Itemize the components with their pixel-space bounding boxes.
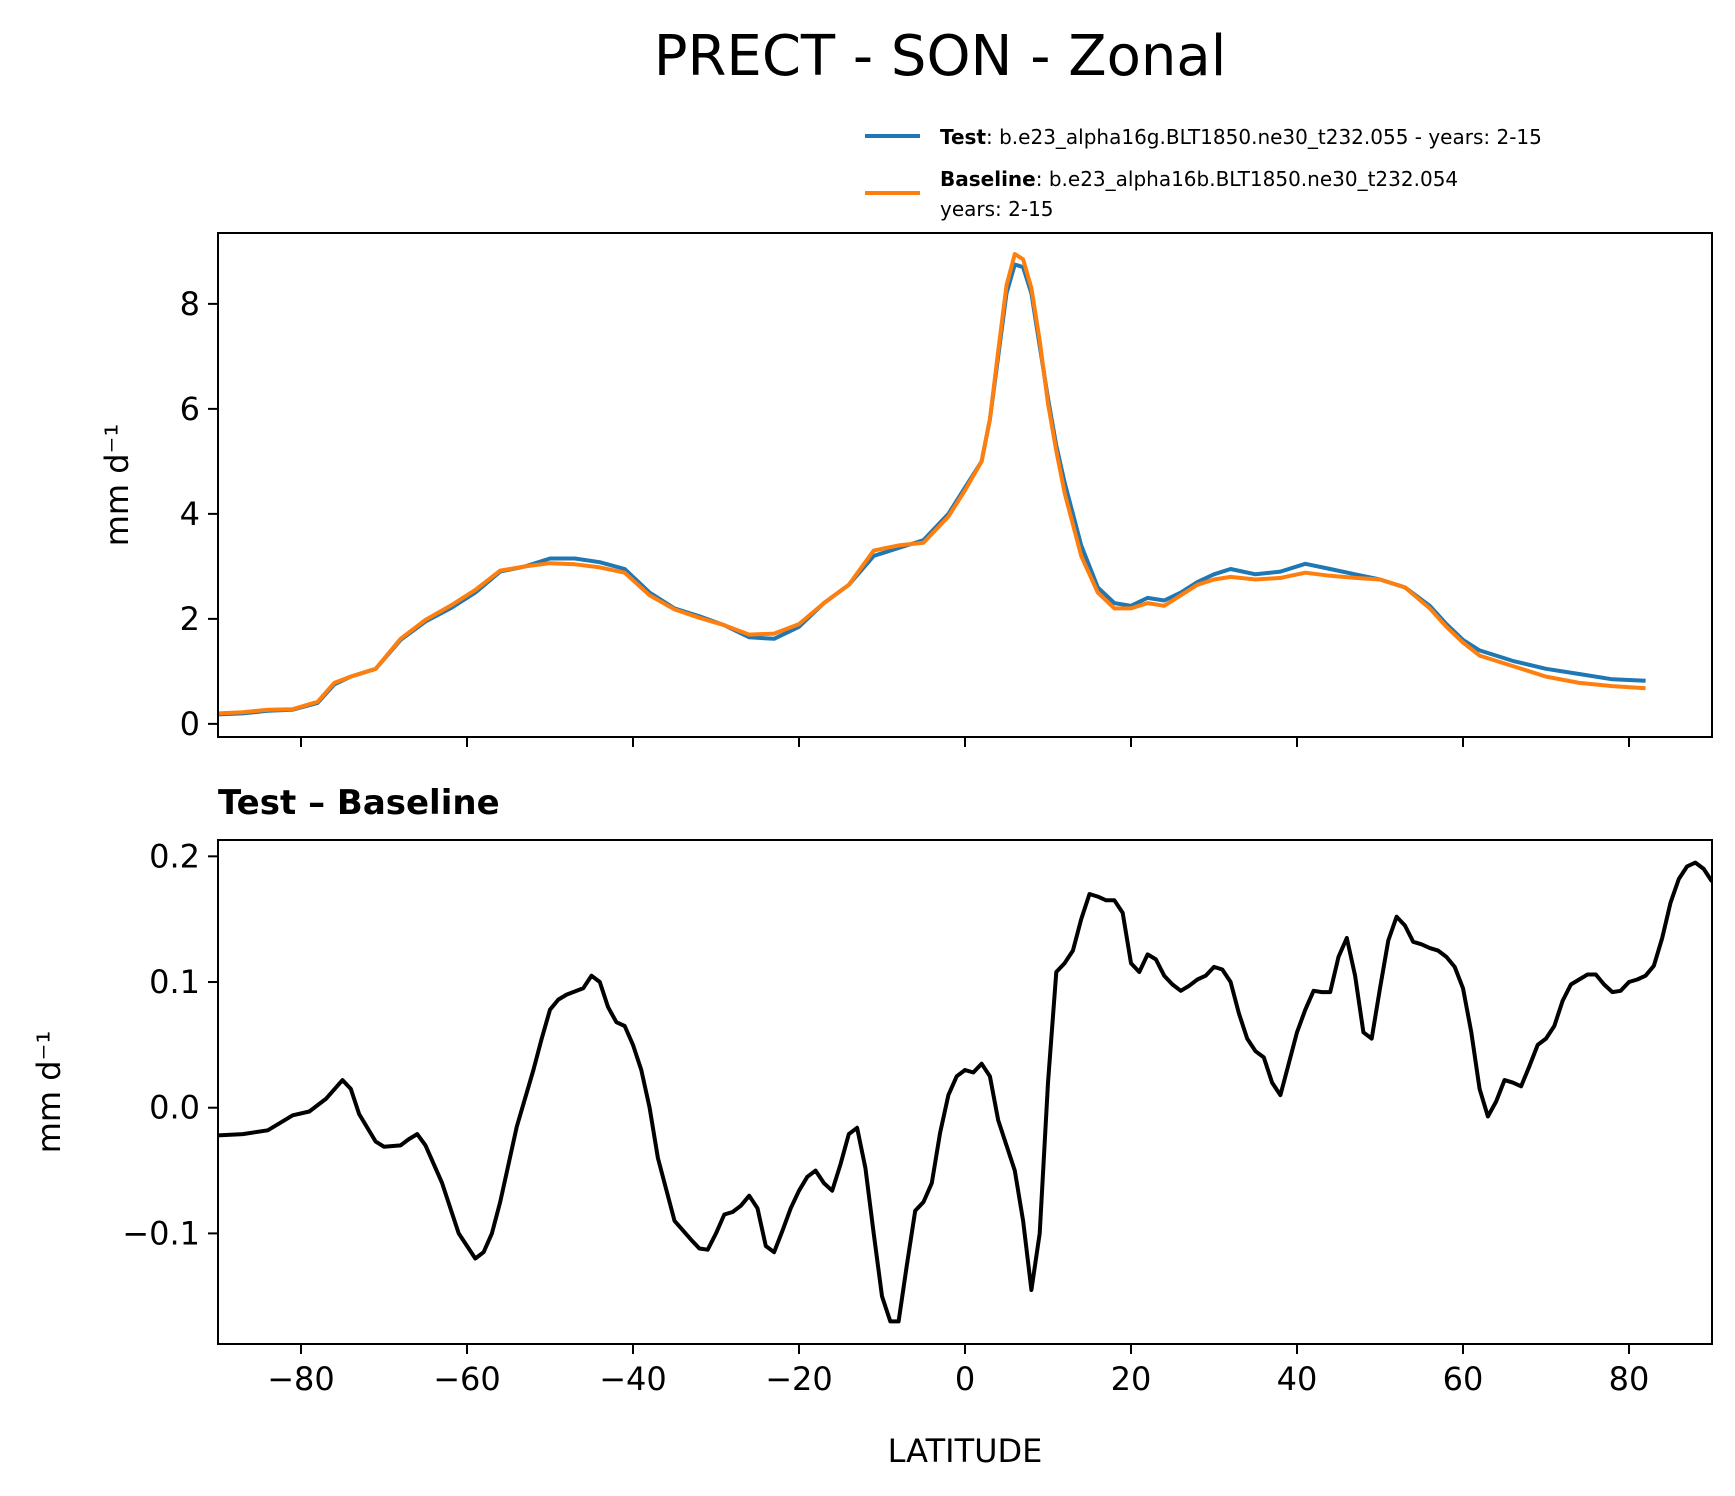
bottom-ytick-label: 0.2 [149, 837, 200, 875]
legend-baseline-name: Baseline [940, 167, 1036, 191]
legend-test-desc: : b.e23_alpha16g.BLT1850.ne30_t232.055 -… [986, 125, 1542, 149]
legend-test-name: Test [940, 125, 986, 149]
bottom-xtick-label: −80 [267, 1360, 335, 1398]
bottom-xtick-label: 40 [1277, 1360, 1318, 1398]
bottom-ylabel: mm d⁻¹ [30, 1031, 68, 1154]
top-panel: 0 2 4 6 8 mm d⁻¹ [98, 232, 1713, 747]
figure-title: PRECT - SON - Zonal [654, 24, 1227, 89]
bottom-axes-frame [217, 839, 1713, 1345]
bottom-series-test-baseline [218, 860, 1712, 1324]
bottom-ytick-label: −0.1 [122, 1214, 200, 1252]
top-ytick-label: 6 [180, 390, 200, 428]
bottom-xtick-label: 60 [1443, 1360, 1484, 1398]
legend-baseline-desc: : b.e23_alpha16b.BLT1850.ne30_t232.054 [1036, 167, 1458, 191]
bottom-panel: Test – Baseline −80 −60 −40 −20 0 20 40 60 80 −0.… [30, 783, 1713, 1470]
legend-test-entry: Test: b.e23_alpha16g.BLT1850.ne30_t232.0… [940, 125, 1542, 149]
bottom-ytick-label: 0.1 [149, 963, 200, 1001]
bottom-ticks: −80 −60 −40 −20 0 20 40 60 80 −0.1 0.0 0.1 0.2 [122, 837, 1649, 1398]
top-ytick-label: 4 [180, 495, 200, 533]
top-series-baseline [218, 252, 1646, 716]
top-ytick-label: 8 [180, 285, 200, 323]
legend-baseline-entry: Baseline: b.e23_alpha16b.BLT1850.ne30_t2… [940, 167, 1458, 191]
xlabel: LATITUDE [888, 1432, 1043, 1470]
bottom-series [218, 860, 1712, 1324]
bottom-xtick-label: −60 [433, 1360, 501, 1398]
bottom-xtick-label: 20 [1111, 1360, 1152, 1398]
top-ytick-label: 0 [180, 705, 200, 743]
bottom-title: Test – Baseline [218, 783, 500, 823]
legend-baseline-desc2: years: 2-15 [940, 197, 1054, 221]
bottom-xtick-label: −40 [599, 1360, 667, 1398]
top-axes-frame [217, 232, 1713, 738]
top-ticks: 0 2 4 6 8 [180, 285, 1630, 747]
bottom-xtick-label: 80 [1609, 1360, 1650, 1398]
legend: Test: b.e23_alpha16g.BLT1850.ne30_t232.0… [865, 125, 1542, 221]
bottom-xtick-label: 0 [955, 1360, 975, 1398]
top-ylabel: mm d⁻¹ [98, 424, 136, 547]
top-series [218, 252, 1646, 717]
bottom-ytick-label: 0.0 [149, 1089, 200, 1127]
bottom-xtick-label: −20 [765, 1360, 833, 1398]
top-ytick-label: 2 [180, 600, 200, 638]
